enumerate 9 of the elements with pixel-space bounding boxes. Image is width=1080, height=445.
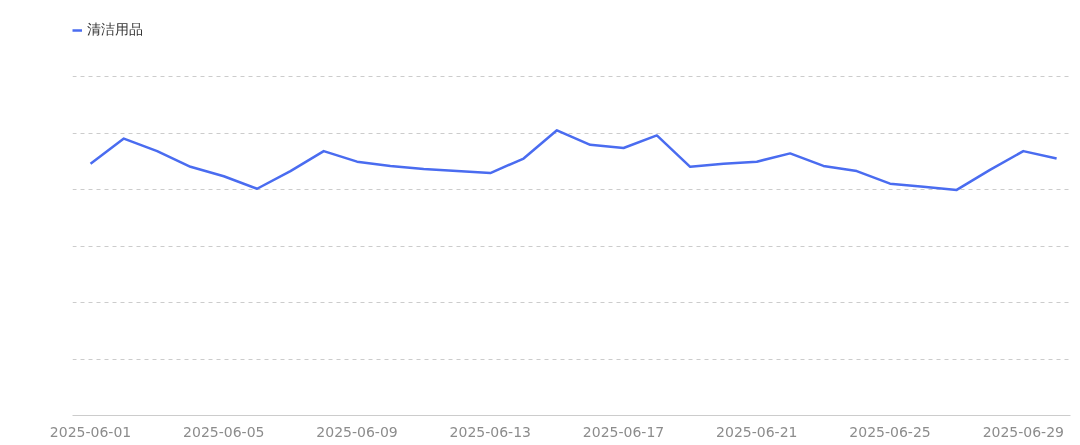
x-tick-label: 2025-06-13 (449, 423, 531, 440)
x-tick-label: 2025-06-01 (49, 423, 132, 440)
x-tick-label: 2025-06-09 (316, 423, 398, 440)
x-tick-label: 2025-06-17 (582, 423, 665, 440)
x-tick-label: 2025-06-05 (183, 423, 265, 440)
x-tick-label: 2025-06-29 (982, 423, 1064, 440)
x-tick-label: 2025-06-25 (849, 423, 931, 440)
legend-label: 清洁用品 (87, 21, 143, 39)
x-tick-label: 2025-06-21 (716, 423, 798, 440)
